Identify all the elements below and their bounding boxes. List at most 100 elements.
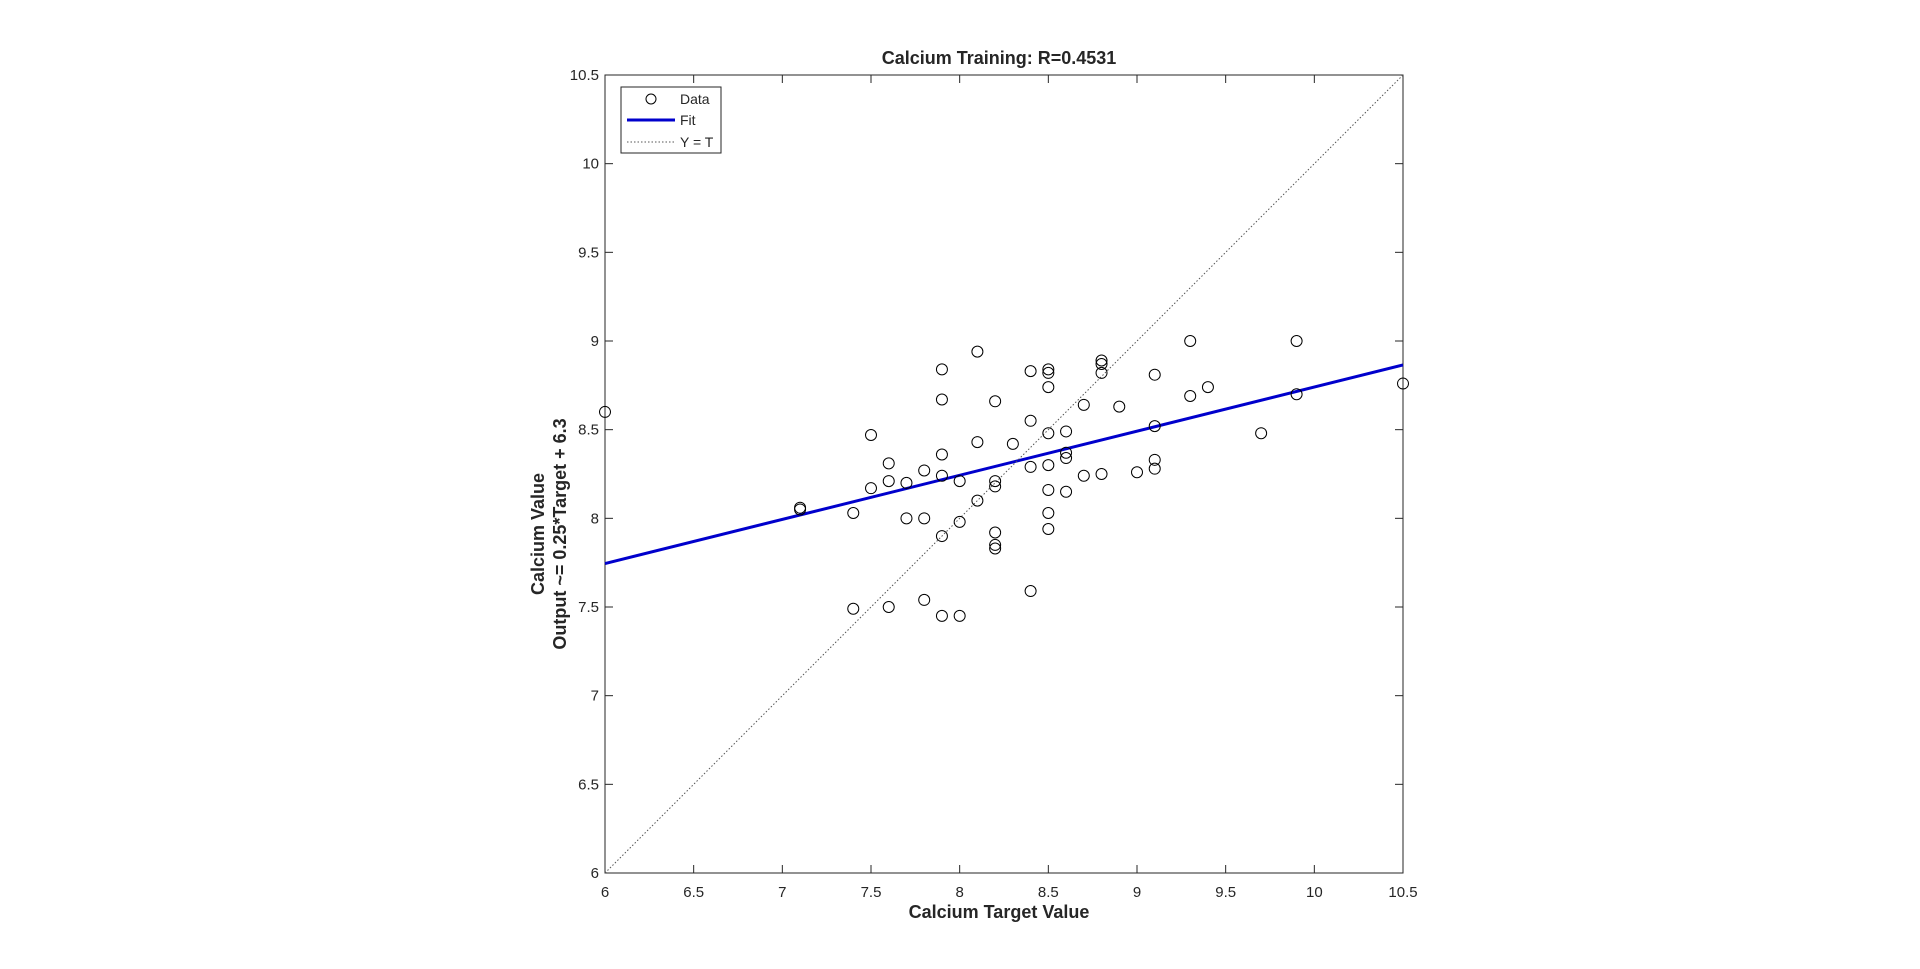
legend-label-yt: Y = T bbox=[680, 134, 714, 150]
y-tick-label: 7.5 bbox=[578, 599, 599, 616]
data-point bbox=[935, 448, 948, 461]
data-point bbox=[1060, 452, 1073, 465]
y-tick-label: 10.5 bbox=[570, 67, 599, 84]
x-axis-label: Calcium Target Value bbox=[909, 902, 1090, 922]
data-point bbox=[1060, 485, 1073, 498]
data-point bbox=[1095, 366, 1108, 379]
x-tick-label: 10 bbox=[1306, 884, 1323, 901]
data-point bbox=[1042, 381, 1055, 394]
lines-layer bbox=[604, 74, 1404, 874]
legend-data-marker bbox=[645, 93, 657, 105]
data-point bbox=[989, 395, 1002, 408]
data-point bbox=[1184, 335, 1197, 347]
data-point bbox=[1148, 453, 1161, 466]
data-point bbox=[1024, 414, 1037, 427]
data-point bbox=[900, 512, 913, 525]
data-point bbox=[1042, 363, 1055, 376]
data-point bbox=[1095, 354, 1108, 367]
data-point bbox=[1077, 469, 1090, 482]
data-point bbox=[1006, 437, 1019, 450]
data-point bbox=[953, 609, 966, 622]
y-axis-label-line1: Calcium Value bbox=[528, 473, 548, 595]
data-point bbox=[1397, 377, 1409, 390]
x-tick-label: 6 bbox=[601, 884, 609, 901]
data-point bbox=[971, 494, 984, 507]
data-point bbox=[935, 609, 948, 622]
data-point bbox=[918, 464, 931, 477]
data-point bbox=[1113, 400, 1126, 413]
data-point bbox=[1024, 460, 1037, 473]
data-point bbox=[1095, 358, 1108, 371]
data-point bbox=[971, 345, 984, 358]
y-tick-label: 8 bbox=[591, 510, 599, 527]
data-point bbox=[900, 476, 913, 489]
y-tick-label: 10 bbox=[582, 156, 599, 173]
plot-area: 6 6.5 7 7.5 8 8.5 9 9.5 10 10.5 6 6.5 7 7.5 8 8.5 9 9.5 1… bbox=[570, 67, 1418, 901]
data-point bbox=[882, 475, 895, 488]
data-point bbox=[935, 363, 948, 376]
data-point bbox=[1184, 389, 1197, 402]
x-tick-label: 6.5 bbox=[683, 884, 704, 901]
chart-title: Calcium Training: R=0.4531 bbox=[882, 48, 1117, 68]
data-point bbox=[599, 405, 611, 418]
y-tick-label: 9 bbox=[591, 333, 599, 350]
data-point bbox=[953, 475, 966, 488]
data-point bbox=[865, 482, 877, 495]
identity-line bbox=[604, 74, 1404, 874]
data-point bbox=[847, 507, 860, 520]
data-point bbox=[1042, 366, 1055, 379]
data-point bbox=[918, 512, 931, 525]
x-axis-ticks: 6 6.5 7 7.5 8 8.5 9 9.5 10 10.5 bbox=[601, 75, 1418, 901]
x-tick-label: 9 bbox=[1133, 884, 1141, 901]
data-point bbox=[1024, 365, 1037, 378]
y-axis-label: Calcium Value Output ~= 0.25*Target + 6.… bbox=[528, 418, 570, 649]
data-point bbox=[1148, 420, 1161, 433]
x-tick-label: 9.5 bbox=[1215, 884, 1236, 901]
data-point bbox=[1077, 398, 1090, 411]
legend: Data Fit Y = T bbox=[620, 86, 722, 154]
y-axis-ticks: 6 6.5 7 7.5 8 8.5 9 9.5 10 10.5 bbox=[570, 67, 1403, 882]
data-point bbox=[1255, 427, 1268, 440]
data-points bbox=[599, 335, 1409, 622]
data-point bbox=[935, 469, 948, 482]
data-point bbox=[953, 515, 966, 528]
y-axis-label-line2: Output ~= 0.25*Target + 6.3 bbox=[550, 418, 570, 649]
legend-label-fit: Fit bbox=[680, 112, 696, 128]
data-point bbox=[989, 542, 1002, 555]
data-point bbox=[989, 480, 1002, 493]
data-point bbox=[847, 602, 860, 615]
data-point bbox=[1024, 585, 1037, 598]
x-tick-label: 7 bbox=[778, 884, 786, 901]
x-tick-label: 8.5 bbox=[1038, 884, 1059, 901]
x-tick-label: 10.5 bbox=[1388, 884, 1417, 901]
y-tick-label: 6 bbox=[591, 865, 599, 882]
x-tick-label: 7.5 bbox=[861, 884, 882, 901]
data-point bbox=[918, 593, 931, 606]
data-point bbox=[935, 530, 948, 543]
data-point bbox=[971, 436, 984, 449]
x-tick-label: 8 bbox=[955, 884, 963, 901]
data-point bbox=[1148, 462, 1161, 475]
data-point bbox=[1201, 381, 1214, 394]
fit-line bbox=[604, 363, 1404, 566]
data-point bbox=[865, 428, 877, 441]
data-point bbox=[1290, 388, 1303, 401]
y-tick-label: 6.5 bbox=[578, 776, 599, 793]
data-point bbox=[1042, 507, 1055, 520]
data-point bbox=[989, 475, 1002, 488]
data-point bbox=[1060, 446, 1073, 459]
data-point bbox=[882, 601, 895, 613]
data-point bbox=[1042, 522, 1055, 535]
data-point bbox=[1060, 425, 1073, 438]
y-tick-label: 7 bbox=[591, 688, 599, 705]
data-point bbox=[1042, 483, 1055, 496]
data-point bbox=[1148, 368, 1161, 381]
y-tick-label: 9.5 bbox=[578, 244, 599, 261]
data-point bbox=[1042, 459, 1055, 472]
data-point bbox=[989, 538, 1002, 551]
data-point bbox=[1095, 468, 1108, 480]
legend-label-data: Data bbox=[680, 91, 710, 107]
y-tick-label: 8.5 bbox=[578, 422, 599, 439]
data-point bbox=[1290, 335, 1303, 347]
